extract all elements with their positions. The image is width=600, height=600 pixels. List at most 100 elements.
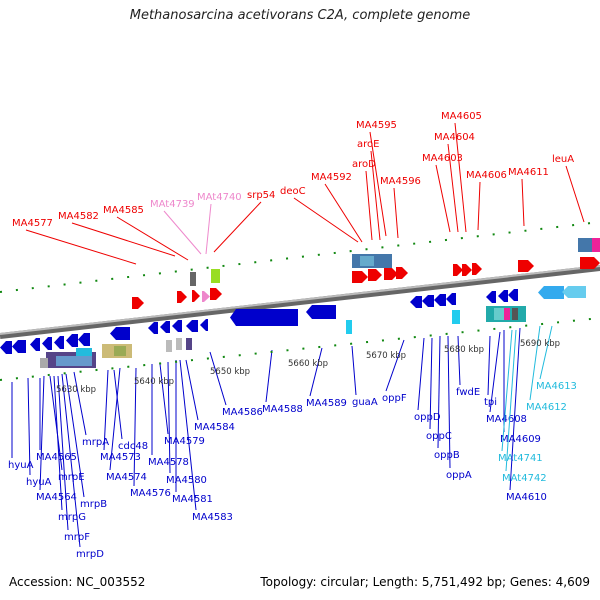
bottom-label-leader xyxy=(457,335,461,386)
top-label-leader xyxy=(370,150,381,241)
bottom-label-leader xyxy=(179,359,197,511)
bottom-gene-label: mrpB xyxy=(80,499,107,510)
reverse-gene-arrow xyxy=(172,320,182,332)
top-label-leader xyxy=(477,181,481,231)
forward-gene-arrow xyxy=(210,288,222,300)
bottom-label-leader xyxy=(27,377,31,476)
feature-box xyxy=(494,308,506,320)
top-gene-label: MA4595 xyxy=(356,120,397,131)
reverse-gene-arrow xyxy=(538,286,564,299)
bottom-label-leader xyxy=(49,375,63,471)
forward-tick-row xyxy=(0,221,600,293)
top-gene-label: MA4592 xyxy=(311,172,352,183)
top-label-leader xyxy=(205,203,212,255)
bottom-label-leader xyxy=(429,337,433,430)
bottom-gene-label: oppA xyxy=(446,470,472,481)
backbone-line xyxy=(0,265,600,339)
reverse-gene-arrow xyxy=(230,309,298,326)
feature-box xyxy=(190,272,196,286)
bottom-gene-label: hyuA xyxy=(26,477,52,488)
bottom-gene-label: mrpA xyxy=(82,437,109,448)
bottom-label-leader xyxy=(159,363,169,435)
reverse-gene-arrow xyxy=(410,296,422,308)
bottom-gene-label: MA4574 xyxy=(106,472,147,483)
genome-title: Methanosarcina acetivorans C2A, complete… xyxy=(129,8,471,23)
reverse-gene-arrow xyxy=(562,286,586,298)
forward-gene-arrow xyxy=(384,268,398,280)
reverse-gene-arrow xyxy=(422,295,434,307)
reverse-gene-arrow xyxy=(66,334,78,347)
bottom-label-leader xyxy=(65,373,85,498)
bottom-gene-label: MA4579 xyxy=(164,436,205,447)
forward-gene-arrow xyxy=(518,260,534,272)
bottom-gene-label: oppD xyxy=(414,412,441,423)
bottom-gene-label: MA4588 xyxy=(262,404,303,415)
feature-box xyxy=(452,310,460,324)
top-label-leader xyxy=(435,164,451,233)
reverse-gene-arrow xyxy=(486,291,496,303)
reverse-gene-arrow xyxy=(434,294,446,306)
top-gene-label: MA4596 xyxy=(380,176,421,187)
bottom-label-leader xyxy=(53,375,63,511)
top-label-leader xyxy=(447,143,459,233)
reverse-gene-arrow xyxy=(78,333,90,346)
bottom-label-leader xyxy=(501,329,513,452)
top-gene-label: leuA xyxy=(552,154,574,165)
bottom-gene-label: hyuA xyxy=(8,460,34,471)
feature-box xyxy=(346,320,352,334)
top-gene-label: MA4585 xyxy=(103,205,144,216)
reverse-gene-arrow xyxy=(508,289,518,301)
bottom-gene-label: mrpG xyxy=(58,512,86,523)
top-label-leader xyxy=(163,210,202,255)
scale-tick-label: 5630 kbp xyxy=(56,385,96,395)
feature-box xyxy=(56,356,92,366)
feature-box xyxy=(186,338,192,350)
bottom-label-leader xyxy=(447,335,451,469)
forward-gene-arrow xyxy=(472,263,482,275)
reverse-gene-arrow xyxy=(160,321,170,333)
top-gene-label: MA4611 xyxy=(508,167,549,178)
bottom-gene-label: MA4584 xyxy=(194,422,235,433)
feature-box xyxy=(211,269,220,283)
scale-tick-label: 5670 kbp xyxy=(366,351,406,361)
bottom-label-leader xyxy=(167,361,171,474)
top-gene-label: MA4603 xyxy=(422,153,463,164)
bottom-gene-label: MA4581 xyxy=(172,494,213,505)
forward-track xyxy=(0,221,600,293)
bottom-label-leader xyxy=(73,371,87,436)
top-label-leader xyxy=(25,229,137,265)
feature-box xyxy=(40,358,48,368)
top-label-leader xyxy=(213,201,262,253)
top-gene-label: aroE xyxy=(357,139,379,150)
bottom-gene-label: MAt4741 xyxy=(498,453,543,464)
bottom-gene-label: mrpD xyxy=(76,549,104,560)
bottom-gene-label: mrpE xyxy=(58,472,85,483)
scale-tick-label: 5640 kbp xyxy=(134,377,174,387)
bottom-label-leader xyxy=(539,325,553,380)
reverse-gene-arrow xyxy=(148,322,158,334)
bottom-gene-label: guaA xyxy=(352,397,378,408)
bottom-gene-label: mrpF xyxy=(64,532,90,543)
forward-gene-arrow xyxy=(177,291,187,303)
bottom-gene-label: oppB xyxy=(434,450,460,461)
feature-box xyxy=(176,338,182,350)
top-gene-label: srp54 xyxy=(247,190,275,201)
bottom-label-leader xyxy=(109,367,121,471)
bottom-gene-label: MA4612 xyxy=(526,402,567,413)
forward-gene-arrow xyxy=(192,290,200,302)
reverse-gene-arrow xyxy=(498,290,508,302)
top-gene-label: MA4605 xyxy=(441,111,482,122)
bottom-gene-label: tpi xyxy=(484,397,497,408)
backbone-highlight xyxy=(0,265,600,335)
reverse-gene-arrow xyxy=(30,338,40,351)
gene-layer xyxy=(0,238,600,368)
bottom-label-leader xyxy=(113,369,123,440)
reverse-gene-arrow xyxy=(186,320,198,332)
bottom-gene-label: MA4580 xyxy=(166,475,207,486)
bottom-gene-label: MA4564 xyxy=(36,492,77,503)
bottom-label-leader xyxy=(103,369,109,451)
top-label-leader xyxy=(324,183,363,243)
bottom-gene-label: MA4573 xyxy=(100,452,141,463)
bottom-gene-label: fwdE xyxy=(456,387,480,398)
